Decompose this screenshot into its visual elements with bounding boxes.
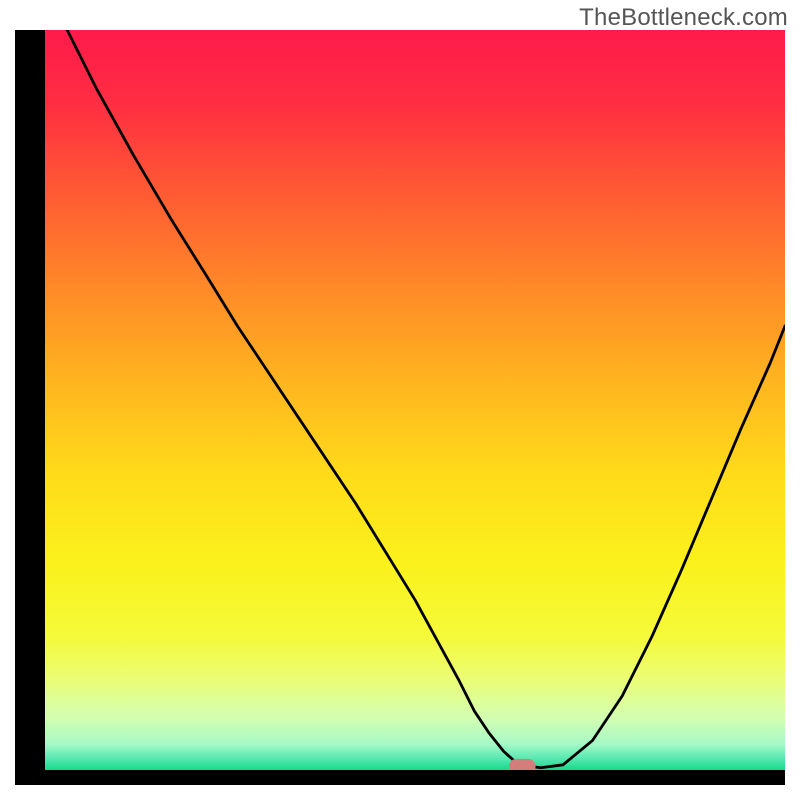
plot-area <box>45 30 785 770</box>
gradient-background <box>45 30 785 770</box>
chart-svg <box>45 30 785 770</box>
optimal-marker <box>509 759 536 770</box>
watermark-text: TheBottleneck.com <box>579 4 788 32</box>
chart-frame <box>15 30 785 785</box>
chart-container: TheBottleneck.com <box>0 0 800 800</box>
